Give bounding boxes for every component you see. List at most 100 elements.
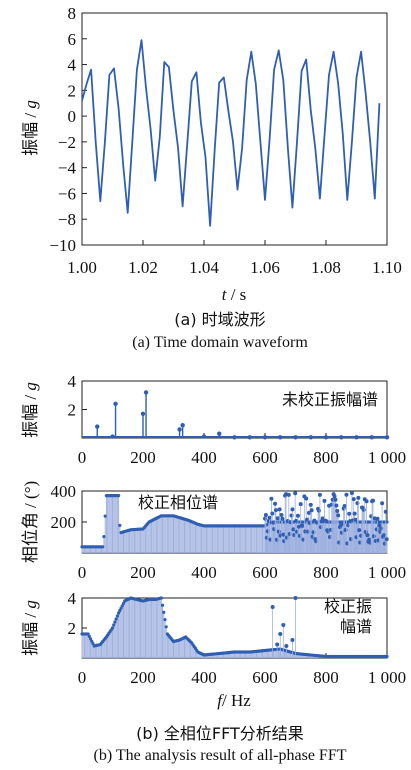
scatter-point	[300, 523, 305, 528]
scatter-point	[324, 519, 329, 524]
x-tick-label: 800	[313, 668, 339, 687]
scatter-point	[355, 501, 360, 506]
y-tick-label: −4	[58, 159, 77, 178]
bar-marker	[118, 609, 122, 613]
y-tick-label: 6	[68, 30, 77, 49]
x-tick-label: 1.08	[311, 258, 341, 277]
chart-b2-x-ticks: 0 200 400 600 800 1 000	[78, 548, 406, 582]
scatter-point	[334, 503, 339, 508]
bar-marker	[112, 623, 116, 627]
bar-marker	[102, 534, 106, 539]
stem-marker	[140, 411, 146, 416]
bar-marker	[117, 611, 121, 615]
y-tick-label: 200	[51, 513, 77, 532]
scatter-point	[343, 528, 348, 533]
x-tick-label: 800	[313, 448, 339, 467]
bar-marker	[159, 596, 163, 600]
chart-a-frame	[81, 12, 388, 246]
scatter-point	[381, 533, 386, 538]
scatter-point	[295, 513, 300, 518]
x-tick-label: 400	[191, 448, 217, 467]
bar-marker	[87, 634, 91, 639]
scatter-point	[307, 521, 312, 526]
y-tick-label: 4	[68, 56, 77, 75]
scatter-point	[282, 539, 287, 544]
scatter-point	[271, 520, 276, 525]
x-tick-label: 600	[252, 448, 278, 467]
scatter-point	[288, 520, 293, 525]
scatter-point	[356, 495, 361, 500]
x-tick-label: 200	[130, 563, 156, 582]
scatter-point	[347, 511, 352, 516]
scatter-point	[346, 523, 351, 528]
scatter-point	[329, 502, 334, 507]
bar-marker	[385, 520, 389, 524]
scatter-point	[322, 498, 327, 503]
scatter-point	[263, 513, 268, 518]
chart-b2-bars	[80, 494, 389, 553]
bar-marker	[281, 623, 286, 627]
x-tick-label: 200	[130, 448, 156, 467]
bar-marker	[290, 638, 295, 642]
scatter-point	[292, 532, 297, 537]
x-tick-label: 200	[130, 668, 156, 687]
chart-b2: 400 200 0 200 400 600 800 1 000 校正相位谱 相位角 / (°…	[21, 481, 406, 582]
bar-marker	[121, 601, 126, 606]
scatter-point	[365, 533, 370, 538]
y-tick-label: 2	[68, 401, 77, 420]
scatter-point	[281, 532, 286, 537]
chart-b2-scatter-points	[263, 491, 389, 553]
chart-a-xlabel: t / s	[222, 285, 247, 304]
x-tick-label: 400	[191, 668, 217, 687]
scatter-point	[314, 539, 319, 544]
scatter-point	[344, 492, 349, 497]
scatter-point	[370, 498, 375, 503]
scatter-point	[294, 518, 299, 523]
scatter-point	[352, 511, 357, 516]
chart-b3-bars	[80, 596, 389, 659]
y-tick-label: 0	[68, 107, 77, 126]
scatter-point	[297, 533, 302, 538]
scatter-point	[277, 507, 282, 512]
chart-b3-y-ticks: 42	[68, 589, 87, 638]
bar-marker	[118, 523, 122, 528]
stem-marker	[113, 401, 118, 406]
x-tick-label: 0	[78, 448, 87, 467]
chart-b2-ylabel: 相位角 / (°)	[21, 481, 41, 563]
chart-a-y-ticks: 8 6 4 2 0 −2 −4 −6 −8 −10	[49, 4, 87, 255]
bar-marker	[115, 614, 119, 618]
x-tick-label: 1.06	[250, 258, 280, 277]
stem-marker	[143, 390, 149, 395]
scatter-point	[328, 527, 333, 532]
x-tick-label: 1 000	[368, 563, 406, 582]
bar-marker	[91, 642, 95, 646]
bar-marker	[114, 617, 118, 621]
scatter-point	[357, 528, 362, 533]
scatter-point	[275, 516, 280, 521]
scatter-point	[332, 494, 337, 499]
x-tick-label: 1 000	[368, 448, 406, 467]
scatter-point	[384, 537, 389, 542]
chart-b1-annotation: 未校正振幅谱	[282, 390, 378, 409]
chart-a: 8 6 4 2 0 −2 −4 −6 −8 −10 1.00 1.02 1.04 1.06 1.08 1.1…	[21, 4, 402, 351]
scatter-point	[301, 537, 306, 542]
bar-marker	[293, 596, 298, 600]
stem-marker	[217, 431, 222, 436]
scatter-point	[309, 508, 314, 513]
chart-b3-annotation-line2: 幅谱	[340, 617, 372, 636]
scatter-point	[273, 508, 278, 513]
bar-marker	[86, 632, 90, 636]
scatter-point	[333, 497, 338, 502]
x-tick-label: 1.02	[128, 258, 158, 277]
x-tick-label: 1.10	[372, 258, 402, 277]
scatter-point	[359, 533, 364, 538]
chart-b3-annotation-line1: 校正振	[324, 597, 372, 616]
bar-marker	[284, 644, 289, 648]
bar-marker	[120, 604, 124, 608]
chart-b3-ylabel: 振幅 / g	[21, 600, 41, 656]
scatter-point	[311, 530, 316, 535]
scatter-point	[349, 537, 354, 542]
scatter-point	[263, 516, 267, 521]
y-tick-label: −2	[58, 133, 76, 152]
